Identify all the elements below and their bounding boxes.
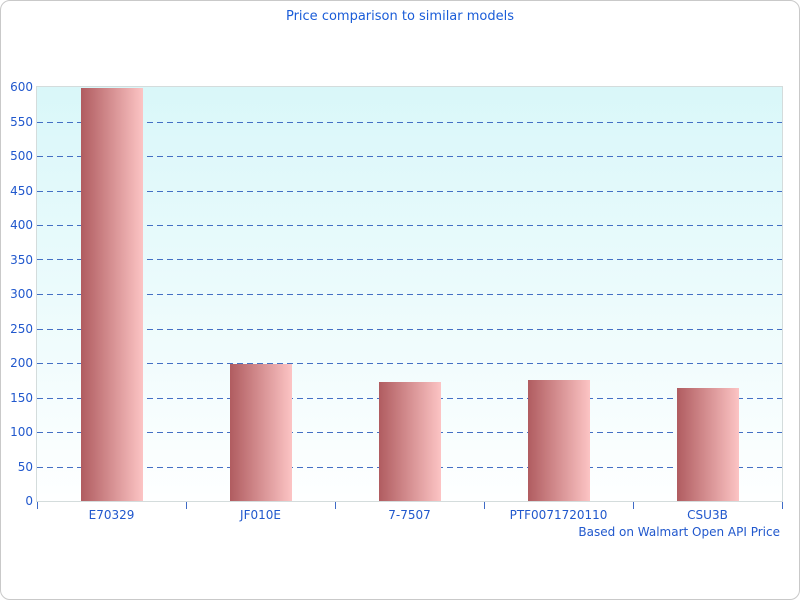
gridline — [37, 329, 782, 330]
x-category-label: E70329 — [88, 508, 135, 522]
chart-title: Price comparison to similar models — [285, 9, 515, 24]
y-tick-label: 450 — [10, 184, 33, 198]
gridline — [37, 191, 782, 192]
x-category-label: JF010E — [240, 508, 281, 522]
gridline — [37, 294, 782, 295]
gridline — [37, 363, 782, 364]
bar-JF010E — [230, 364, 292, 501]
bar-7-7507 — [379, 382, 441, 501]
y-tick-label: 400 — [10, 218, 33, 232]
gridline — [37, 225, 782, 226]
x-axis-tick-mark — [782, 502, 783, 509]
gridline — [37, 122, 782, 123]
x-axis-tick-mark — [335, 502, 336, 509]
y-tick-label: 250 — [10, 322, 33, 336]
chart-footnote: Based on Walmart Open API Price — [578, 525, 780, 539]
bar-CSU3B — [677, 388, 739, 501]
y-tick-label: 0 — [25, 494, 33, 508]
x-category-label: 7-7507 — [388, 508, 431, 522]
bar-E70329 — [81, 88, 143, 501]
y-tick-label: 200 — [10, 356, 33, 370]
x-axis-tick-mark — [633, 502, 634, 509]
y-tick-label: 350 — [10, 253, 33, 267]
gridline — [37, 156, 782, 157]
y-tick-label: 100 — [10, 425, 33, 439]
y-tick-label: 50 — [17, 460, 33, 474]
y-tick-label: 300 — [10, 287, 33, 301]
bar-PTF0071720110 — [528, 380, 590, 501]
y-tick-label: 150 — [10, 391, 33, 405]
x-axis-tick-mark — [37, 502, 38, 509]
y-tick-label: 600 — [10, 80, 33, 94]
x-category-label: CSU3B — [687, 508, 728, 522]
x-axis-tick-mark — [186, 502, 187, 509]
gridline — [37, 259, 782, 260]
x-axis-tick-mark — [484, 502, 485, 509]
x-category-label: PTF0071720110 — [509, 508, 608, 522]
plot-area — [36, 86, 783, 502]
y-tick-label: 500 — [10, 149, 33, 163]
y-tick-label: 550 — [10, 115, 33, 129]
